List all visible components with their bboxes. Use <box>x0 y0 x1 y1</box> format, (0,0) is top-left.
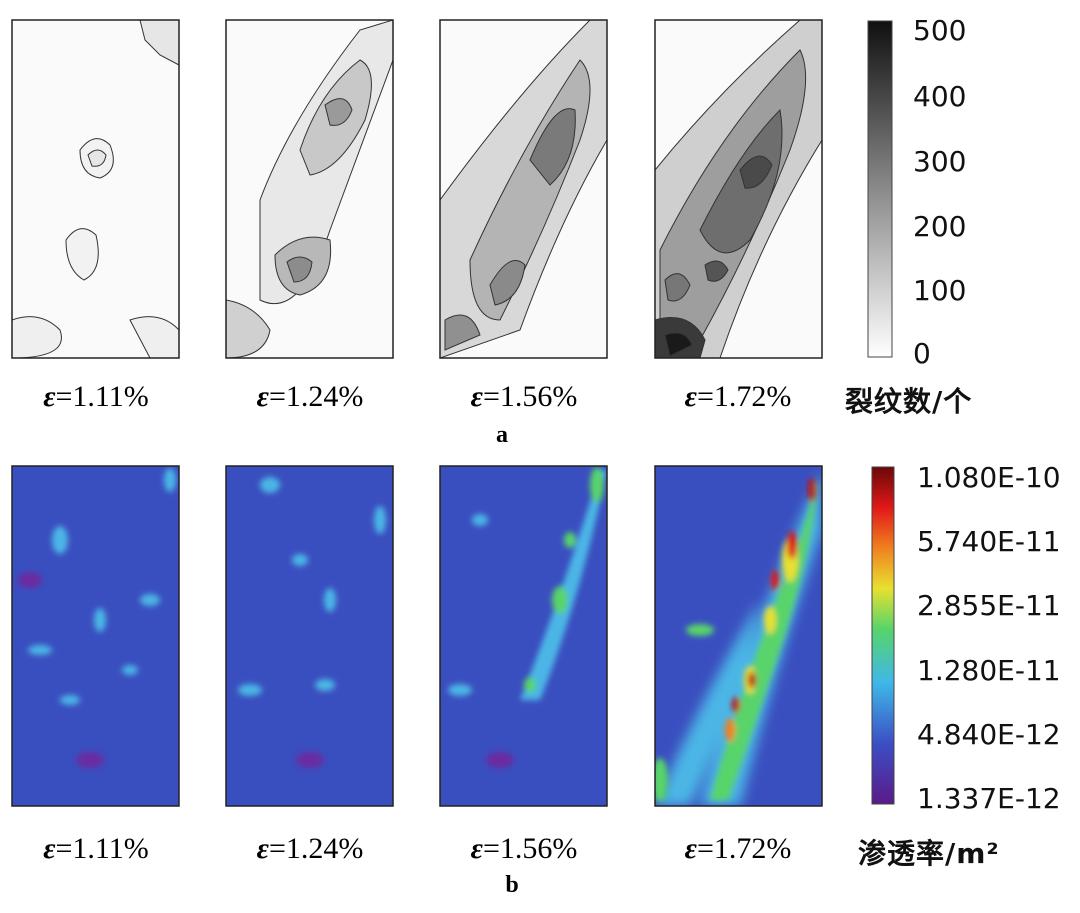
strain-label-b-1: ε=1.11% <box>6 832 186 866</box>
strain-label-b-4: ε=1.72% <box>648 832 828 866</box>
strain-label-a-1: ε=1.11% <box>6 380 186 414</box>
perm-colorbar-tick: 1.080E-10 <box>917 461 1061 494</box>
crack-map-4 <box>655 20 822 358</box>
panel-letter-b: b <box>505 872 519 898</box>
strain-symbol: ε <box>43 832 56 865</box>
crack-colorbar-title: 裂纹数/个 <box>845 385 973 418</box>
crack-colorbar <box>867 20 893 358</box>
perm-map-3 <box>440 466 607 806</box>
strain-symbol: ε <box>256 380 269 413</box>
strain-label-a-2: ε=1.24% <box>220 380 400 414</box>
strain-value: =1.56% <box>482 380 578 413</box>
perm-colorbar-tick: 5.740E-11 <box>917 525 1061 558</box>
crack-colorbar-tick: 500 <box>913 14 967 47</box>
panel-letter-a: a <box>496 422 508 448</box>
perm-map-1 <box>12 466 179 806</box>
strain-label-a-4: ε=1.72% <box>648 380 828 414</box>
strain-value: =1.11% <box>55 832 149 865</box>
perm-colorbar-tick: 1.280E-11 <box>917 654 1061 687</box>
crack-colorbar-tick: 400 <box>913 80 967 113</box>
perm-map-4 <box>655 466 822 806</box>
crack-colorbar-tick: 300 <box>913 145 967 178</box>
perm-map-2 <box>226 466 393 806</box>
crack-map-3 <box>440 20 607 358</box>
crack-map-1 <box>12 20 179 358</box>
crack-colorbar-tick: 200 <box>913 210 967 243</box>
perm-colorbar-tick: 2.855E-11 <box>917 589 1061 622</box>
crack-map-2 <box>226 20 393 358</box>
perm-colorbar-title: 渗透率/m² <box>858 837 1000 870</box>
strain-label-b-2: ε=1.24% <box>220 832 400 866</box>
strain-symbol: ε <box>684 380 697 413</box>
perm-colorbar-tick: 4.840E-12 <box>917 718 1061 751</box>
strain-value: =1.24% <box>268 380 364 413</box>
strain-label-b-3: ε=1.56% <box>434 832 614 866</box>
crack-colorbar-tick: 100 <box>913 274 967 307</box>
perm-colorbar-tick: 1.337E-12 <box>917 782 1061 815</box>
strain-symbol: ε <box>470 380 483 413</box>
strain-value: =1.72% <box>696 832 792 865</box>
strain-value: =1.11% <box>55 380 149 413</box>
strain-value: =1.24% <box>268 832 364 865</box>
strain-value: =1.72% <box>696 380 792 413</box>
strain-label-a-3: ε=1.56% <box>434 380 614 414</box>
strain-symbol: ε <box>470 832 483 865</box>
strain-symbol: ε <box>684 832 697 865</box>
crack-colorbar-tick: 0 <box>913 337 931 370</box>
strain-symbol: ε <box>256 832 269 865</box>
perm-colorbar <box>871 466 895 805</box>
strain-symbol: ε <box>43 380 56 413</box>
strain-value: =1.56% <box>482 832 578 865</box>
